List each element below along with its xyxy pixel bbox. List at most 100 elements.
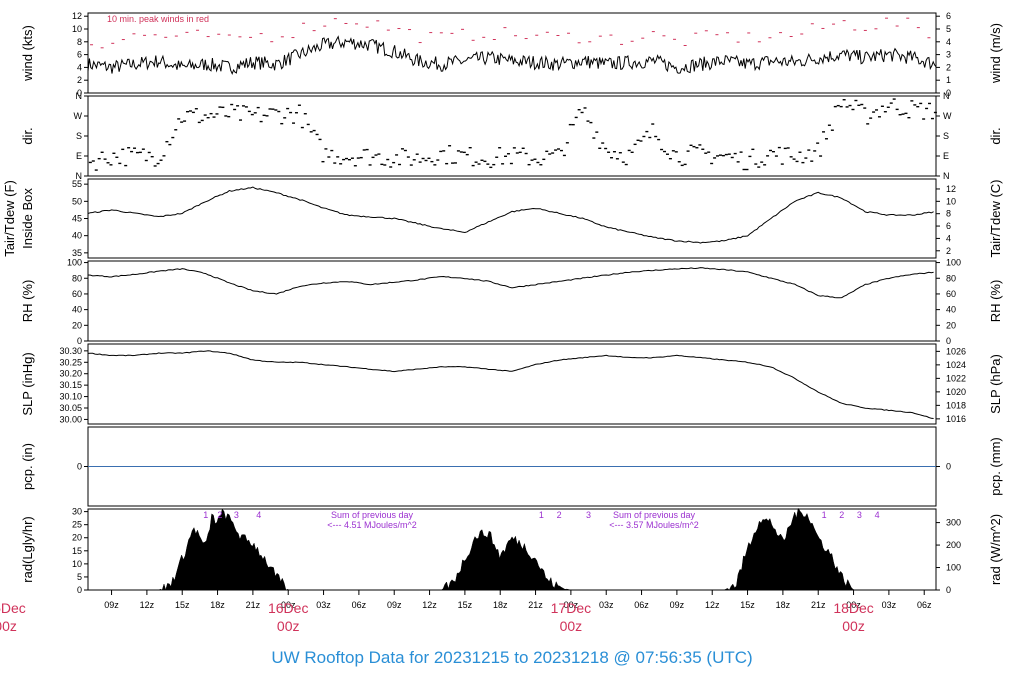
y-tick-label: W — [74, 111, 83, 121]
hour-mark: 2 — [557, 510, 562, 520]
y-axis-label-right: pcp. (mm) — [988, 437, 1003, 496]
x-tick-label: 09z — [670, 600, 685, 610]
y-axis-label-right: rad (W/m^2) — [988, 514, 1003, 585]
y-tick-label-right: 200 — [946, 540, 961, 550]
y-tick-label-right: 6 — [946, 11, 951, 21]
hour-mark: 1 — [539, 510, 544, 520]
x-tick-label: 00z — [564, 600, 579, 610]
x-tick-label: 15z — [740, 600, 755, 610]
y-tick-label-right: 300 — [946, 518, 961, 528]
x-tick-label: 03z — [316, 600, 331, 610]
y-axis-label-right: Tair/Tdew (C) — [988, 179, 1003, 257]
y-tick-label: 35 — [72, 248, 82, 258]
y-tick-label: 10 — [72, 24, 82, 34]
y-axis-label-right: wind (m/s) — [988, 23, 1003, 84]
day-label-date: 16Dec — [268, 600, 308, 616]
y-tick-label-right: 0 — [946, 462, 951, 472]
x-tick-label: 12z — [705, 600, 720, 610]
y-tick-label-right: N — [943, 171, 950, 181]
y-tick-label: 2 — [77, 75, 82, 85]
y-axis-label-right: RH (%) — [988, 280, 1003, 323]
hour-mark: 2 — [217, 510, 222, 520]
y-tick-label: 5 — [77, 572, 82, 582]
caption-tz: (UTC) — [706, 648, 753, 667]
x-tick-label: 15z — [458, 600, 473, 610]
y-tick-label: 45 — [72, 214, 82, 224]
panel-frame — [87, 178, 937, 259]
day-label-time: 00z — [277, 618, 300, 634]
y-tick-label: N — [76, 171, 83, 181]
radiation-sum-value: <--- 4.51 MJoules/m^2 — [327, 520, 417, 530]
y-tick-label-right: S — [943, 131, 949, 141]
y-tick-label-right: 80 — [946, 273, 956, 283]
x-tick-label: 21z — [811, 600, 826, 610]
y-tick-label: 0 — [77, 336, 82, 346]
x-tick-label: 00z — [281, 600, 296, 610]
x-tick-label: 12z — [422, 600, 437, 610]
y-axis-label-outer: Tair/Tdew (F) — [2, 180, 17, 257]
y-tick-label: 15 — [72, 546, 82, 556]
panel-frame — [87, 343, 937, 425]
x-tick-label: 09z — [104, 600, 119, 610]
y-tick-label: 30 — [72, 507, 82, 517]
y-tick-label-right: 0 — [946, 336, 951, 346]
caption: UW Rooftop Data for 20231215 to 20231218… — [0, 648, 1024, 668]
y-tick-label: 30.15 — [59, 380, 82, 390]
y-axis-label-right: SLP (hPa) — [988, 354, 1003, 414]
y-tick-label-right: 1020 — [946, 387, 966, 397]
y-tick-label-right: 100 — [946, 563, 961, 573]
caption-at: @ 07:56:35 — [613, 648, 702, 667]
y-tick-label: 30.00 — [59, 414, 82, 424]
y-tick-label-right: 2 — [946, 246, 951, 256]
y-tick-label: 0 — [77, 462, 82, 472]
x-tick-label: 06z — [352, 600, 367, 610]
y-tick-label: 60 — [72, 289, 82, 299]
x-tick-label: 03z — [599, 600, 614, 610]
y-tick-label-right: 1022 — [946, 373, 966, 383]
day-label-date: 15Dec — [0, 600, 26, 616]
y-tick-label-right: 8 — [946, 209, 951, 219]
y-tick-label-right: 60 — [946, 289, 956, 299]
y-tick-label: 30.20 — [59, 369, 82, 379]
y-axis-label: pcp. (in) — [20, 443, 35, 490]
y-tick-label-right: 1024 — [946, 360, 966, 370]
panel-frame — [87, 260, 937, 342]
x-tick-label: 21z — [528, 600, 543, 610]
y-axis-label: dir. — [20, 127, 35, 144]
y-tick-label: 4 — [77, 62, 82, 72]
y-tick-label: 100 — [67, 258, 82, 268]
x-tick-label: 09z — [387, 600, 402, 610]
y-tick-label-right: 3 — [946, 50, 951, 60]
y-tick-label-right: 4 — [946, 233, 951, 243]
radiation-sum-value: <--- 3.57 MJoules/m^2 — [609, 520, 699, 530]
hour-mark: 3 — [857, 510, 862, 520]
y-axis-label: SLP (inHg) — [20, 352, 35, 415]
y-tick-label-right: N — [943, 91, 950, 101]
y-tick-label-right: 6 — [946, 221, 951, 231]
y-axis-label: rad(Lgly/hr) — [20, 516, 35, 582]
y-tick-label: 30.25 — [59, 357, 82, 367]
hour-mark: 1 — [822, 510, 827, 520]
y-tick-label-right: 20 — [946, 320, 956, 330]
y-tick-label-right: 100 — [946, 258, 961, 268]
y-tick-label-right: 1026 — [946, 346, 966, 356]
x-tick-label: 00z — [846, 600, 861, 610]
y-axis-label: RH (%) — [20, 280, 35, 323]
y-tick-label-right: 0 — [946, 88, 951, 98]
radiation-area — [88, 507, 936, 591]
y-axis-label: Inside Box — [20, 188, 35, 249]
y-tick-label-right: 1 — [946, 75, 951, 85]
y-tick-label: 80 — [72, 273, 82, 283]
caption-end: 20231218 — [533, 648, 609, 667]
radiation-sum-title: Sum of previous day — [331, 510, 414, 520]
y-tick-label-right: 0 — [946, 585, 951, 595]
y-tick-label-right: E — [943, 151, 949, 161]
x-tick-label: 18z — [776, 600, 791, 610]
day-label-date: 17Dec — [551, 600, 591, 616]
hour-mark: 2 — [839, 510, 844, 520]
y-tick-label: 0 — [77, 88, 82, 98]
y-tick-label-right: 10 — [946, 196, 956, 206]
x-tick-label: 06z — [634, 600, 649, 610]
y-tick-label: 50 — [72, 196, 82, 206]
